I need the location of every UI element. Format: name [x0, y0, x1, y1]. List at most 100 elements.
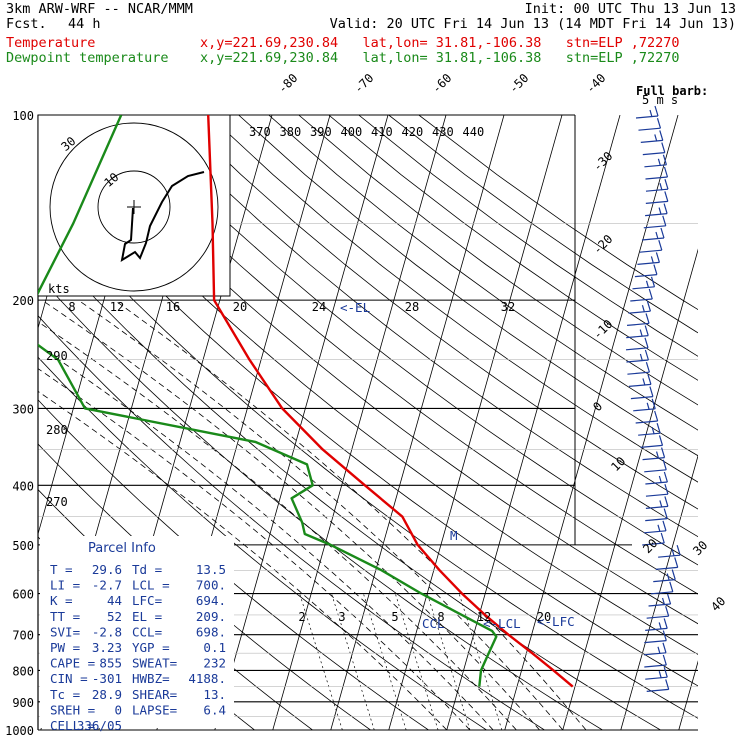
wind-barb — [635, 105, 659, 119]
parcel-value: 855 — [99, 656, 122, 671]
wind-barb-flag — [654, 134, 658, 142]
wind-barb-flag — [641, 305, 646, 313]
wind-barb-flag — [648, 288, 653, 300]
wind-barb — [633, 398, 656, 412]
isotherm-line — [330, 115, 505, 730]
pressure-tick-label: 900 — [12, 696, 34, 710]
parcel-key: CELL = — [50, 718, 95, 733]
wind-barb — [635, 410, 659, 424]
theta-label: 420 — [402, 125, 424, 139]
wind-barb-staff — [644, 664, 667, 668]
wind-barb-staff — [644, 164, 667, 168]
pressure-tick-label: 600 — [12, 588, 34, 602]
dry-adiabat-line — [148, 115, 698, 538]
forecast-hour: 44 h — [68, 16, 101, 32]
parcel-value: 0 — [114, 702, 122, 717]
mixing-ratio-label: 32 — [501, 300, 515, 314]
wind-barb-flag — [662, 654, 667, 666]
dry-adiabat-line — [298, 115, 698, 406]
wind-barb-staff — [640, 139, 663, 143]
mixing-ratio-label: 8 — [68, 300, 75, 314]
wind-barb — [626, 325, 649, 339]
wind-barb-flag — [662, 154, 667, 165]
wind-barb-flag — [644, 349, 649, 361]
mixing-ratio-label: 12 — [110, 300, 124, 314]
wind-barb-staff — [644, 640, 667, 644]
wind-barb-flag — [661, 597, 666, 606]
mixing-ratio-label-lower: 5 — [391, 610, 398, 624]
mixing-ratio-label-lower: 2 — [298, 610, 305, 624]
isotherm-label: -20 — [590, 232, 615, 257]
parcel-info-box — [40, 536, 234, 728]
mixing-ratio-label: 24 — [312, 300, 326, 314]
isotherm-line — [214, 115, 389, 730]
parcel-key: SREH = — [50, 702, 95, 717]
parcel-value: 3.23 — [92, 640, 122, 655]
parcel-value: 6.4 — [203, 702, 226, 717]
wind-barb-staff — [640, 444, 663, 448]
wind-barb-flag — [658, 622, 662, 630]
parcel-value: -2.8 — [92, 624, 122, 639]
wind-barb — [645, 471, 668, 485]
el-marker: <-EL — [340, 300, 370, 315]
wind-barb — [648, 593, 672, 607]
wind-barb — [645, 667, 668, 680]
isotherm-label: -80 — [275, 71, 300, 96]
mixing-ratio-line — [331, 593, 375, 730]
barb-legend-units: 5 m s — [642, 93, 678, 107]
parcel-value: 13.5 — [196, 562, 226, 577]
wind-barb-flag — [669, 581, 674, 592]
wind-barb-flag — [650, 276, 656, 287]
wind-barb-flag — [662, 520, 667, 531]
isotherm-label: 40 — [708, 594, 728, 614]
parcel-key: CAPE = — [50, 656, 95, 671]
wind-barb-flag — [658, 435, 664, 446]
wind-barb — [645, 618, 668, 631]
wind-barb-flag — [654, 410, 659, 422]
mixing-ratio-label-lower: 3 — [338, 610, 345, 624]
parcel-value: 4188. — [188, 671, 226, 686]
wind-barb-flag — [666, 573, 670, 581]
parcel-value: 28.9 — [92, 687, 122, 702]
mixing-ratio-label-lower: 12 — [477, 610, 491, 624]
wind-barb-flag — [645, 362, 650, 373]
wind-barb-staff — [643, 225, 666, 229]
parcel-value: 700. — [196, 578, 226, 593]
wind-barb — [627, 362, 650, 375]
wind-barb — [644, 154, 667, 168]
wind-barb — [645, 496, 669, 509]
wind-barb — [645, 508, 668, 522]
wind-barb — [626, 349, 649, 363]
wind-barb-staff — [626, 359, 649, 363]
parcel-value: 13. — [203, 687, 226, 702]
wind-barb-staff — [641, 237, 665, 241]
theta-label: 440 — [463, 125, 485, 139]
wind-barb-staff — [628, 383, 651, 387]
legend-dewpoint: Dewpoint temperature — [6, 50, 169, 66]
wind-barb — [634, 264, 658, 278]
wind-barb — [642, 532, 665, 546]
wind-barb-staff — [645, 676, 668, 680]
mixing-ratio-label: 16 — [166, 300, 180, 314]
wind-barb — [644, 630, 667, 644]
wind-barb-staff — [630, 396, 653, 400]
wind-barb-staff — [635, 420, 658, 424]
mixing-ratio-label-lower: 8 — [437, 610, 444, 624]
parcel-value: 232 — [203, 656, 226, 671]
dewpoint-curve — [38, 115, 498, 687]
wind-barb-staff — [626, 335, 649, 339]
wind-barb — [625, 337, 649, 351]
wind-barb — [628, 374, 652, 387]
isotherm-label: -40 — [583, 71, 608, 96]
parcel-key: LCL = — [132, 578, 170, 593]
wind-barb-flag — [656, 118, 662, 129]
mixing-ratio-label: 20 — [233, 300, 247, 314]
wind-barb — [630, 386, 654, 400]
wind-barb — [628, 301, 652, 314]
wind-barb — [630, 288, 653, 302]
wind-barb-staff — [645, 518, 668, 522]
wind-barb-staff — [658, 554, 681, 558]
parcel-key: PW = — [50, 640, 80, 655]
wind-barb-flag — [666, 593, 672, 605]
wind-barb — [638, 118, 662, 131]
